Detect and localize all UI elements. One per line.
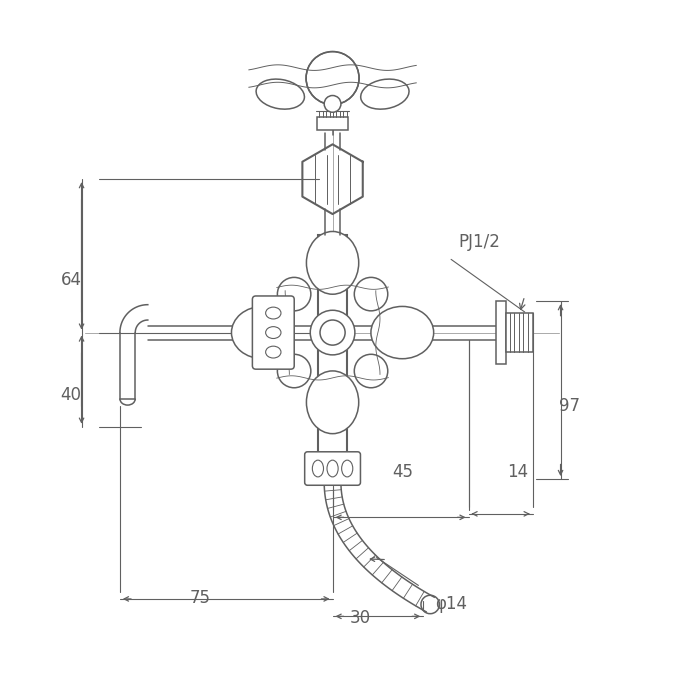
Text: 45: 45 xyxy=(392,463,413,481)
Text: 64: 64 xyxy=(61,272,82,289)
Ellipse shape xyxy=(307,232,358,294)
Circle shape xyxy=(320,320,345,345)
Text: PJ1/2: PJ1/2 xyxy=(458,233,500,251)
Ellipse shape xyxy=(371,307,434,358)
Ellipse shape xyxy=(265,327,281,339)
Ellipse shape xyxy=(265,307,281,319)
Ellipse shape xyxy=(312,460,323,477)
Ellipse shape xyxy=(327,460,338,477)
Ellipse shape xyxy=(360,79,409,109)
Circle shape xyxy=(306,52,359,104)
Ellipse shape xyxy=(354,277,388,311)
Ellipse shape xyxy=(277,277,311,311)
Ellipse shape xyxy=(307,371,358,434)
Text: 14: 14 xyxy=(507,463,528,481)
Ellipse shape xyxy=(256,79,304,109)
Bar xyxy=(506,314,533,351)
FancyBboxPatch shape xyxy=(253,296,294,369)
Bar xyxy=(317,117,348,130)
FancyBboxPatch shape xyxy=(304,452,360,485)
Ellipse shape xyxy=(265,346,281,358)
Ellipse shape xyxy=(354,354,388,388)
Text: φ14: φ14 xyxy=(435,596,467,613)
Text: 97: 97 xyxy=(559,397,580,415)
Bar xyxy=(496,301,506,364)
Circle shape xyxy=(310,310,355,355)
Ellipse shape xyxy=(342,460,353,477)
Text: 40: 40 xyxy=(61,386,82,405)
Bar xyxy=(318,235,347,461)
Circle shape xyxy=(324,95,341,112)
Text: 75: 75 xyxy=(190,589,211,606)
Ellipse shape xyxy=(232,307,294,358)
Text: 30: 30 xyxy=(350,610,371,627)
Ellipse shape xyxy=(277,354,311,388)
